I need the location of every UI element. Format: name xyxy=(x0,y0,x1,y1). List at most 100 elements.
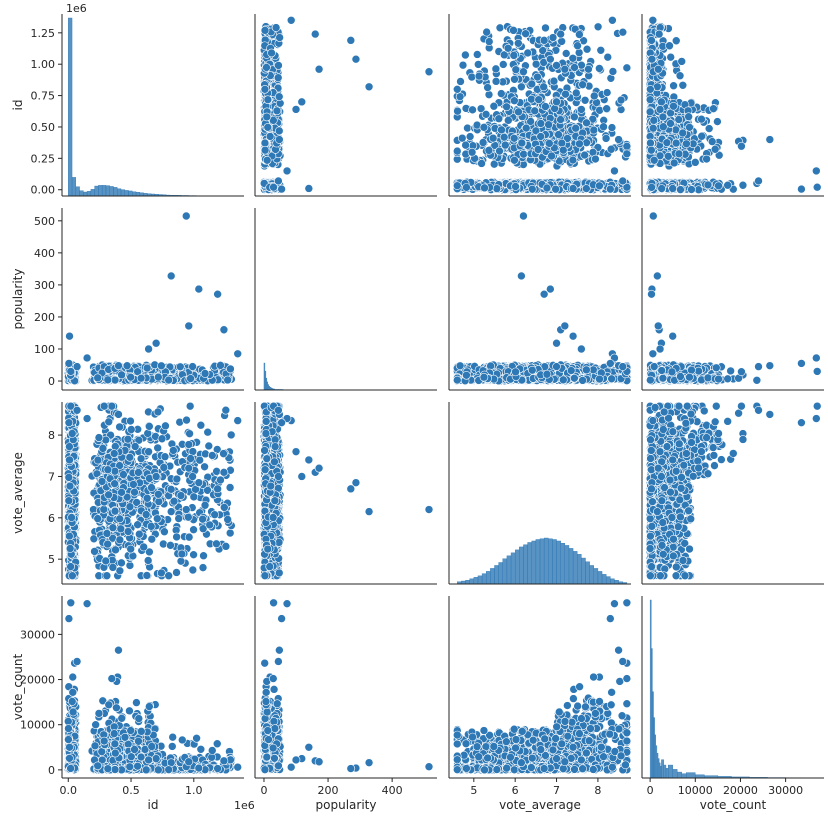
point-id-vs-vote_average-1772 xyxy=(552,185,560,193)
point-id-vs-vote_average-1522 xyxy=(623,142,631,150)
point-id-vs-vote_average-1552 xyxy=(603,105,611,113)
point-id-vs-vote_average-1797 xyxy=(462,183,470,191)
point-id-vs-vote_average-1058 xyxy=(609,67,617,75)
point-id-vs-popularity-1794 xyxy=(261,146,269,154)
point-id-vs-vote_average-1486 xyxy=(597,46,605,54)
point-id-vs-vote_count-701 xyxy=(739,181,747,189)
point-id-vs-popularity-1809 xyxy=(287,16,295,24)
point-id-vs-vote_average-1773 xyxy=(582,185,590,193)
point-id-vs-vote_average-1789 xyxy=(579,81,587,89)
point-id-vs-vote_average-1805 xyxy=(561,65,569,73)
point-id-vs-vote_average-1787 xyxy=(543,184,551,192)
point-id-vs-vote_average-1232 xyxy=(533,73,541,81)
point-id-vs-vote_average-1572 xyxy=(528,80,536,88)
hist-bar-id-13 xyxy=(117,189,121,196)
point-id-vs-vote_average-1738 xyxy=(583,139,591,147)
point-id-vs-popularity-1784 xyxy=(261,139,269,147)
point-id-vs-vote_average-1780 xyxy=(484,84,492,92)
point-id-vs-vote_average-1680 xyxy=(584,65,592,73)
point-id-vs-vote_average-1800 xyxy=(519,68,527,76)
point-id-vs-vote_average-609 xyxy=(499,60,507,68)
point-id-vs-vote_average-1750 xyxy=(600,123,608,131)
point-id-vs-vote_average-1622 xyxy=(510,134,518,142)
hist-bar-id-9 xyxy=(102,185,106,196)
point-id-vs-vote_average-1728 xyxy=(509,26,517,34)
point-id-vs-vote_average-1692 xyxy=(489,134,497,142)
point-id-vs-vote_average-1690 xyxy=(583,119,591,127)
point-id-vs-vote_average-1663 xyxy=(497,90,505,98)
point-id-vs-popularity-1557 xyxy=(274,74,282,82)
point-id-vs-popularity-1807 xyxy=(305,184,313,192)
point-id-vs-vote_average-1786 xyxy=(512,182,520,190)
point-id-vs-vote_average-723 xyxy=(562,49,570,57)
point-id-vs-vote_average-1567 xyxy=(501,141,509,149)
point-id-vs-popularity-1813 xyxy=(274,177,282,185)
point-id-vs-vote_average-1791 xyxy=(570,113,578,121)
point-id-vs-popularity-1812 xyxy=(283,167,291,175)
point-id-vs-popularity-1764 xyxy=(264,96,272,104)
point-id-vs-vote_average-1659 xyxy=(453,182,461,190)
hist-bar-id-15 xyxy=(125,190,129,196)
hist-bar-id-12 xyxy=(113,187,117,196)
point-id-vs-vote_average-1722 xyxy=(504,116,512,124)
point-id-vs-popularity-1814 xyxy=(278,185,286,193)
point-id-vs-vote_average-468 xyxy=(602,134,610,142)
point-id-vs-vote_average-1631 xyxy=(510,97,518,105)
point-id-vs-vote_average-1517 xyxy=(469,106,477,114)
point-id-vs-vote_average-1694 xyxy=(607,145,615,153)
point-id-vs-vote_average-627 xyxy=(595,64,603,72)
point-id-vs-popularity-1791 xyxy=(263,113,271,121)
point-id-vs-vote_average-1807 xyxy=(569,184,577,192)
point-id-vs-vote_count-105 xyxy=(670,82,678,90)
point-id-vs-vote_average-1505 xyxy=(581,151,589,159)
point-id-vs-vote_average-1420 xyxy=(545,121,553,129)
point-id-vs-popularity-1748 xyxy=(272,24,280,32)
hist-bar-id-5 xyxy=(87,191,91,196)
point-id-vs-vote_average-774 xyxy=(461,51,469,59)
point-id-vs-popularity-1806 xyxy=(298,98,306,106)
point-id-vs-vote_average-732 xyxy=(541,24,549,32)
point-id-vs-vote_average-874 xyxy=(483,28,491,36)
point-id-vs-vote_average-25 xyxy=(463,124,471,132)
point-id-vs-vote_average-1469 xyxy=(569,156,577,164)
pairplot-cells xyxy=(62,14,824,778)
hist-bar-id-18 xyxy=(136,192,140,196)
hist-bar-id-17 xyxy=(132,192,136,196)
point-id-vs-vote_average-1353 xyxy=(485,38,493,46)
point-id-vs-popularity-1740 xyxy=(273,107,281,115)
point-id-vs-vote_average-1624 xyxy=(479,138,487,146)
point-id-vs-vote_average-1504 xyxy=(475,72,483,80)
point-id-vs-vote_average-1703 xyxy=(510,156,518,164)
hist-bar-id-7 xyxy=(95,186,99,196)
point-id-vs-vote_average-1679 xyxy=(623,150,631,158)
point-id-vs-vote_average-1745 xyxy=(485,146,493,154)
point-id-vs-vote_average-1803 xyxy=(540,36,548,44)
point-id-vs-vote_average-1794 xyxy=(559,146,567,154)
hist-bar-id-4 xyxy=(83,192,87,196)
hist-bar-id-1 xyxy=(72,177,76,196)
point-id-vs-vote_average-1595 xyxy=(527,95,535,103)
point-id-vs-popularity-1712 xyxy=(275,127,283,135)
point-id-vs-vote_average-1447 xyxy=(500,133,508,141)
point-id-vs-vote_average-1754 xyxy=(534,145,542,153)
point-id-vs-vote_average-1691 xyxy=(548,152,556,160)
point-id-vs-vote_average-1450 xyxy=(569,54,577,62)
point-id-vs-vote_average-1784 xyxy=(518,139,526,147)
point-id-vs-vote_average-1808 xyxy=(577,105,585,113)
point-id-vs-vote_average-21 xyxy=(485,91,493,99)
point-id-vs-vote_average-550 xyxy=(459,61,467,69)
point-id-vs-vote_average-1796 xyxy=(480,123,488,131)
point-id-vs-vote_average-1746 xyxy=(572,124,580,132)
hist-bar-id-8 xyxy=(98,185,102,196)
point-id-vs-vote_average-1674 xyxy=(504,44,512,52)
point-id-vs-vote_average-1540 xyxy=(468,148,476,156)
cell-id-vs-id xyxy=(62,14,244,196)
point-id-vs-vote_average-1488 xyxy=(495,115,503,123)
point-id-vs-vote_average-1507 xyxy=(512,66,520,74)
cell-id-vs-popularity xyxy=(255,14,437,196)
point-id-vs-vote_average-1814 xyxy=(606,185,614,193)
point-id-vs-vote_average-1775 xyxy=(549,34,557,42)
point-id-vs-vote_average-1589 xyxy=(591,155,599,163)
point-id-vs-vote_average-1529 xyxy=(603,89,611,97)
